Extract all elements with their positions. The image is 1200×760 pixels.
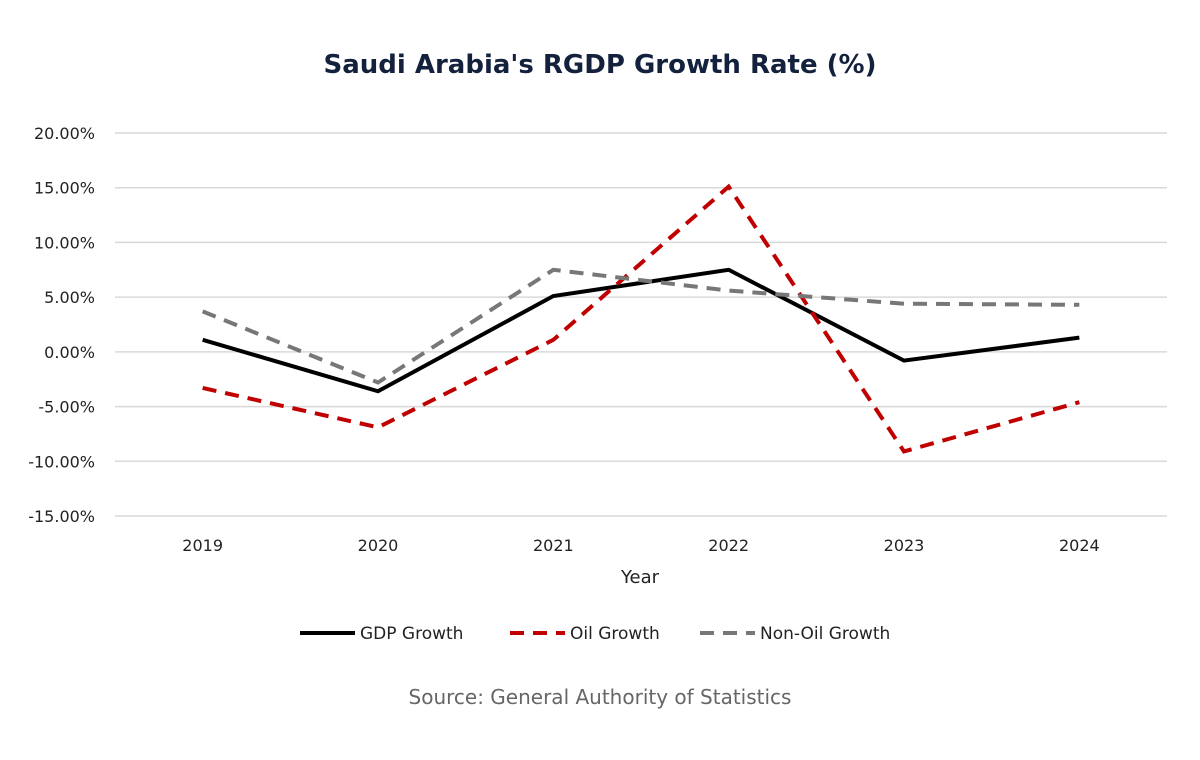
y-tick-label: -5.00%	[38, 398, 95, 417]
y-tick-label: 20.00%	[34, 124, 95, 143]
x-tick-label: 2021	[533, 536, 574, 555]
x-tick-label: 2019	[182, 536, 223, 555]
line-chart: 20.00% 15.00% 10.00% 5.00% 0.00% -5.00% -10.00…	[28, 124, 1167, 644]
legend-label: Non-Oil Growth	[760, 624, 890, 644]
y-tick-label: 5.00%	[44, 288, 95, 307]
x-tick-label: 2024	[1059, 536, 1100, 555]
y-tick-label: 15.00%	[34, 179, 95, 198]
y-tick-label: -10.00%	[28, 452, 95, 471]
x-tick-label: 2020	[358, 536, 399, 555]
y-tick-label: 0.00%	[44, 343, 95, 362]
x-tick-label: 2022	[708, 536, 749, 555]
legend-label: GDP Growth	[360, 624, 463, 644]
legend-label: Oil Growth	[570, 624, 660, 644]
series-line-oil-growth	[202, 183, 1080, 454]
x-axis-title: Year	[620, 567, 660, 588]
y-tick-label: 10.00%	[34, 233, 95, 252]
series-line-gdp-growth	[202, 267, 1080, 394]
source-note: Source: General Authority of Statistics	[408, 685, 792, 709]
chart-title: Saudi Arabia's RGDP Growth Rate (%)	[323, 50, 877, 80]
y-tick-label: -15.00%	[28, 507, 95, 526]
series-line-non-oil-growth	[201, 267, 1080, 385]
x-tick-label: 2023	[884, 536, 925, 555]
